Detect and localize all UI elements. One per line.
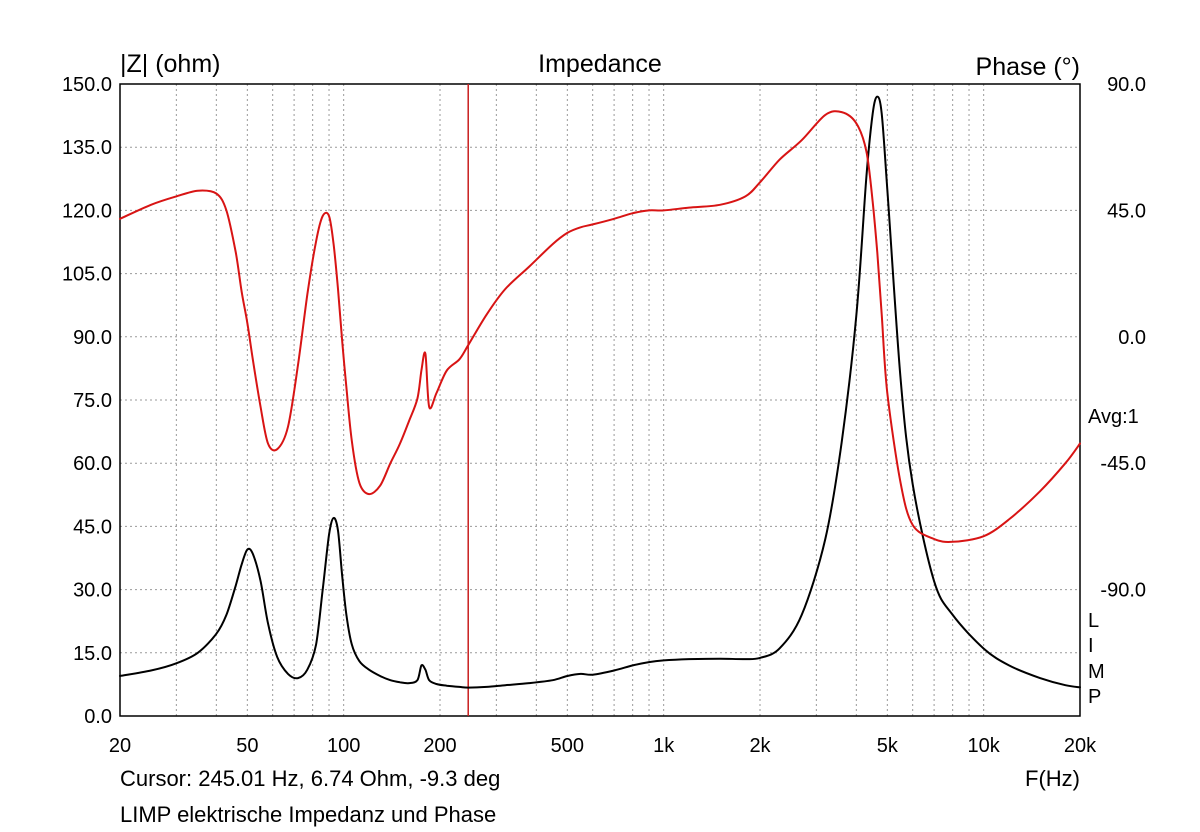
chart-title: Impedance bbox=[538, 50, 662, 78]
x-tick-label: 200 bbox=[423, 735, 456, 757]
y2-tick-label: 45.0 bbox=[1107, 200, 1146, 222]
y-tick-label: 45.0 bbox=[73, 516, 112, 538]
x-tick-label: 100 bbox=[327, 735, 360, 757]
y-tick-label: 15.0 bbox=[73, 643, 112, 665]
plot-area-frame bbox=[119, 83, 1081, 717]
x-tick-label: 20 bbox=[109, 735, 131, 757]
y-tick-label: 60.0 bbox=[73, 453, 112, 475]
x-axis-label: F(Hz) bbox=[1025, 766, 1080, 791]
impedance-series-line bbox=[119, 95, 1081, 689]
limp-letter-p: P bbox=[1088, 686, 1101, 708]
x-tick-label: 1k bbox=[653, 735, 675, 757]
phase-series-line bbox=[119, 110, 1081, 543]
limp-letter-l: L bbox=[1088, 610, 1099, 632]
y-tick-label: 30.0 bbox=[73, 580, 112, 602]
y-tick-label: 75.0 bbox=[73, 390, 112, 412]
limp-letter-i: I bbox=[1088, 635, 1094, 657]
right-axis-label: Phase (°) bbox=[976, 53, 1080, 81]
series-group bbox=[119, 95, 1081, 689]
y-tick-label: 90.0 bbox=[73, 327, 112, 349]
limp-letter-m: M bbox=[1088, 661, 1105, 683]
x-tick-label: 10k bbox=[968, 735, 1001, 757]
x-tick-label: 50 bbox=[236, 735, 258, 757]
y2-tick-label: 90.0 bbox=[1107, 74, 1146, 96]
y-tick-label: 120.0 bbox=[62, 200, 112, 222]
y-tick-label: 150.0 bbox=[62, 74, 112, 96]
y-tick-label: 135.0 bbox=[62, 137, 112, 159]
x-tick-label: 2k bbox=[749, 735, 771, 757]
cursor-readout: Cursor: 245.01 Hz, 6.74 Ohm, -9.3 deg bbox=[120, 766, 500, 791]
x-tick-label: 20k bbox=[1064, 735, 1097, 757]
x-tick-label: 500 bbox=[551, 735, 584, 757]
y2-tick-label: -45.0 bbox=[1100, 453, 1146, 475]
averages-label: Avg:1 bbox=[1088, 406, 1139, 428]
left-axis-label: |Z| (ohm) bbox=[120, 50, 221, 78]
tick-labels: 0.0 15.0 30.0 45.0 60.0 75.0 90.0 105.0 120.0 135… bbox=[62, 74, 1146, 757]
y-tick-label: 105.0 bbox=[62, 264, 112, 286]
y-tick-label: 0.0 bbox=[84, 706, 112, 728]
y2-tick-label: 0.0 bbox=[1118, 327, 1146, 349]
y2-tick-label: -90.0 bbox=[1100, 580, 1146, 602]
x-tick-label: 5k bbox=[877, 735, 899, 757]
chart-caption: LIMP elektrische Impedanz und Phase bbox=[120, 802, 496, 827]
